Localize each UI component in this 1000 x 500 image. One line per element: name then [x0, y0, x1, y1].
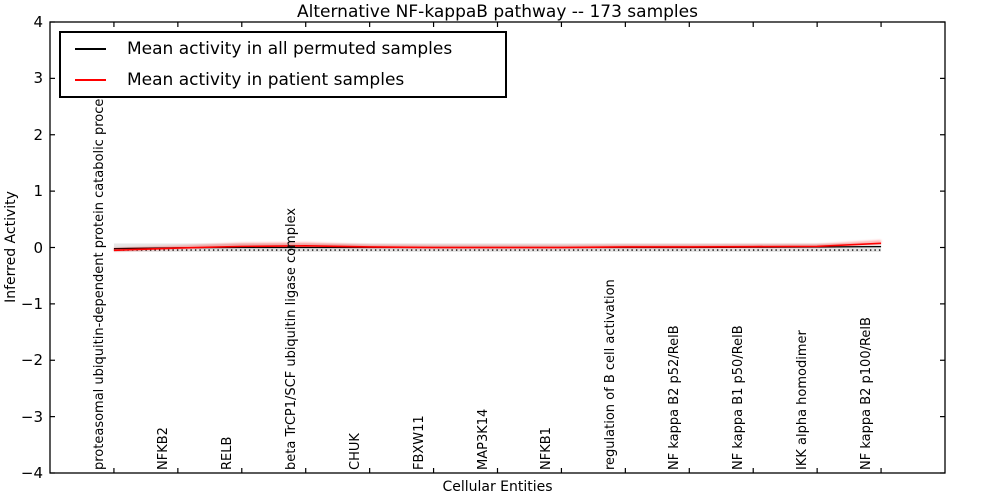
chart-title: Alternative NF-kappaB pathway -- 173 sam…: [297, 2, 698, 22]
x-category-label: regulation of B cell activation: [603, 279, 619, 470]
y-tick-label: 4: [33, 13, 43, 31]
x-category-label: FBXW11: [411, 415, 427, 470]
x-category-label: beta TrCP1/SCF ubiquitin ligase complex: [283, 207, 299, 470]
legend-label-permuted: Mean activity in all permuted samples: [127, 38, 453, 59]
x-axis-label: Cellular Entities: [442, 479, 553, 495]
legend-line-sample-red: [75, 79, 106, 82]
series-line-patient: [113, 242, 882, 252]
x-category-label: NF kappa B2 p52/RelB: [667, 325, 683, 470]
y-tick-label: −1: [20, 294, 43, 313]
x-category-label: NFKB2: [155, 427, 171, 470]
y-tick-label: −3: [20, 407, 43, 426]
legend-item-patient: Mean activity in patient samples: [61, 65, 505, 96]
legend-item-permuted: Mean activity in all permuted samples: [61, 33, 505, 64]
x-category-label: proteasomal ubiquitin-dependent protein …: [91, 85, 107, 470]
y-tick-label: 2: [33, 125, 43, 144]
legend-line-sample-black: [75, 47, 106, 50]
x-category-label: NF kappa B2 p100/RelB: [859, 317, 875, 470]
legend-label-patient: Mean activity in patient samples: [127, 70, 405, 91]
y-tick-label: 0: [33, 238, 43, 257]
y-axis-label: Inferred Activity: [3, 191, 19, 303]
x-category-label: MAP3K14: [475, 408, 491, 470]
x-category-label: RELB: [219, 436, 235, 470]
x-category-label: IKK alpha homodimer: [795, 330, 811, 470]
x-category-label: CHUK: [347, 433, 363, 470]
legend: Mean activity in all permuted samples Me…: [59, 31, 507, 98]
y-tick-label: 3: [33, 69, 43, 88]
x-category-label: NFKB1: [539, 427, 555, 470]
y-tick-label: 1: [33, 182, 43, 201]
x-category-label: NF kappa B1 p50/RelB: [731, 325, 747, 470]
y-tick-label: −2: [20, 351, 43, 370]
y-tick-label: −4: [20, 464, 43, 482]
